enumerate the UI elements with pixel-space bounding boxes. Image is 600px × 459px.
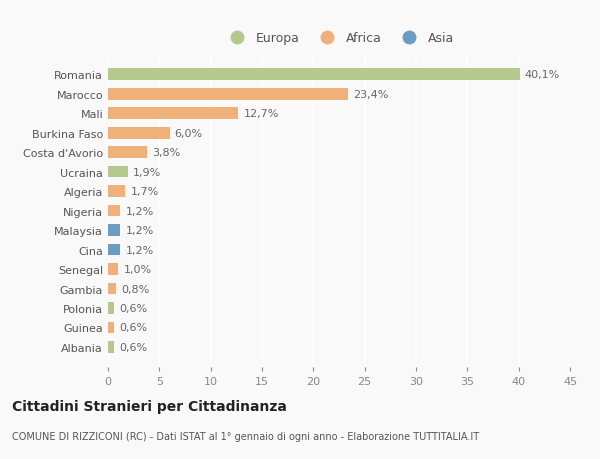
Text: 1,2%: 1,2%: [125, 245, 154, 255]
Bar: [108, 69, 520, 81]
Bar: [108, 263, 118, 275]
Text: Cittadini Stranieri per Cittadinanza: Cittadini Stranieri per Cittadinanza: [12, 399, 287, 413]
Bar: [108, 147, 147, 159]
Text: 40,1%: 40,1%: [525, 70, 560, 80]
Text: 1,2%: 1,2%: [125, 206, 154, 216]
Bar: [108, 225, 121, 236]
Bar: [108, 283, 116, 295]
Bar: [108, 322, 114, 334]
Text: 0,8%: 0,8%: [121, 284, 149, 294]
Bar: [108, 167, 128, 178]
Bar: [108, 128, 170, 139]
Text: 1,2%: 1,2%: [125, 225, 154, 235]
Bar: [108, 341, 114, 353]
Bar: [108, 186, 125, 197]
Text: 0,6%: 0,6%: [119, 303, 148, 313]
Text: 6,0%: 6,0%: [175, 129, 203, 139]
Bar: [108, 302, 114, 314]
Text: 3,8%: 3,8%: [152, 148, 181, 158]
Legend: Europa, Africa, Asia: Europa, Africa, Asia: [219, 27, 459, 50]
Text: 23,4%: 23,4%: [353, 90, 389, 100]
Bar: [108, 89, 348, 101]
Text: 1,9%: 1,9%: [133, 167, 161, 177]
Text: 12,7%: 12,7%: [244, 109, 279, 119]
Text: 1,0%: 1,0%: [124, 264, 152, 274]
Text: 1,7%: 1,7%: [131, 187, 159, 197]
Text: COMUNE DI RIZZICONI (RC) - Dati ISTAT al 1° gennaio di ogni anno - Elaborazione : COMUNE DI RIZZICONI (RC) - Dati ISTAT al…: [12, 431, 479, 442]
Bar: [108, 108, 238, 120]
Bar: [108, 205, 121, 217]
Text: 0,6%: 0,6%: [119, 323, 148, 333]
Text: 0,6%: 0,6%: [119, 342, 148, 352]
Bar: [108, 244, 121, 256]
